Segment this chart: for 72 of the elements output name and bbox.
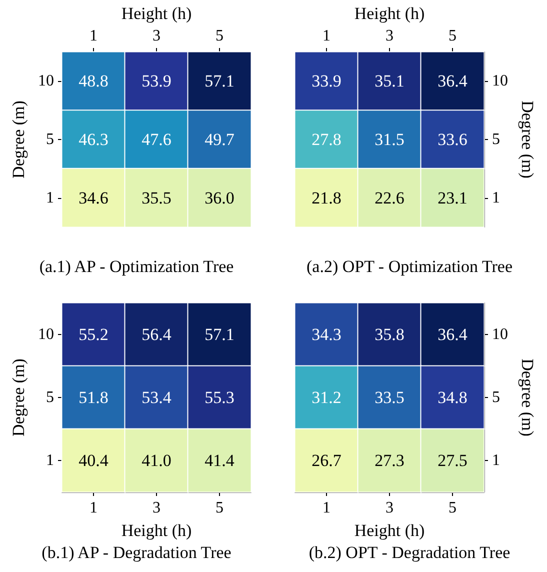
data-label: 36.4 [438,72,468,91]
data-label: 35.5 [142,188,172,208]
y-tick-label: 1 [46,189,54,206]
y-tick-label: 10 [38,326,54,343]
data-label: 40.4 [78,451,109,470]
data-label: 46.3 [78,130,108,149]
text: (a.1) AP - Optimization Tree [39,257,234,276]
text: (b.2) OPT - Degradation Tree [308,543,510,562]
data-label: 27.8 [312,130,342,149]
data-label: 53.9 [142,72,172,91]
data-label: 48.8 [78,72,108,91]
data-label: 36.4 [438,325,468,344]
data-label: 41.0 [142,451,172,470]
data-label: 53.4 [142,388,172,407]
text: (b.1) AP - Degradation Tree [42,543,232,562]
x-axis-title: Height (h) [354,521,425,540]
y-tick-label: 5 [46,389,54,406]
y-tick-label: 1 [492,189,500,206]
data-label: 36.0 [204,188,234,208]
data-label: 47.6 [142,130,172,149]
data-label: 49.7 [204,130,235,149]
x-tick-label: 1 [322,28,330,44]
data-label: 51.8 [78,388,108,407]
y-tick-label: 10 [492,326,508,343]
data-label: 27.3 [374,451,404,470]
data-label: 34.6 [78,188,108,208]
y-tick-label: 1 [46,452,54,469]
data-label: 55.3 [204,388,234,407]
data-label: 57.1 [204,325,234,344]
y-axis-title: Degree (m) [9,100,28,178]
y-axis-title: Degree (m) [518,100,537,178]
x-tick-label: 1 [90,500,98,516]
data-label: 31.5 [374,130,404,149]
y-axis-title: Degree (m) [9,358,28,436]
y-axis-title: Degree (m) [518,358,537,436]
x-axis-title: Height (h) [121,4,192,23]
data-label: 27.5 [438,451,468,470]
data-label: 34.3 [312,325,342,344]
data-label: 31.2 [312,388,342,407]
data-label: 33.9 [312,72,342,91]
x-tick-label: 3 [152,500,160,516]
data-label: 26.7 [312,451,342,470]
data-label: 33.6 [438,130,468,149]
data-label: 57.1 [204,72,234,91]
x-tick-label: 5 [216,500,224,516]
data-label: 56.4 [142,325,172,344]
data-label: 21.8 [312,188,342,208]
y-tick-label: 5 [492,131,500,148]
x-tick-label: 1 [90,28,98,44]
y-tick-label: 10 [38,72,54,90]
x-tick-label: 3 [386,500,394,516]
x-tick-label: 5 [216,28,224,44]
x-axis-title: Height (h) [354,4,425,23]
x-tick-label: 1 [322,500,330,516]
y-tick-label: 1 [492,452,500,469]
data-label: 22.6 [374,188,404,208]
x-tick-label: 5 [448,500,456,516]
data-label: 23.1 [438,188,468,208]
x-tick-label: 5 [448,28,456,44]
text: (a.2) OPT - Optimization Tree [306,257,513,276]
y-tick-label: 5 [492,389,500,406]
x-axis-title: Height (h) [121,521,192,540]
data-label: 35.8 [374,325,404,344]
data-label: 35.1 [374,72,404,91]
y-tick-label: 5 [46,131,54,148]
data-label: 34.8 [438,388,468,407]
data-label: 41.4 [204,451,235,470]
x-tick-label: 3 [386,28,394,44]
data-label: 33.5 [374,388,404,407]
y-tick-label: 10 [492,72,508,90]
x-tick-label: 3 [152,28,160,44]
data-label: 55.2 [78,325,108,344]
